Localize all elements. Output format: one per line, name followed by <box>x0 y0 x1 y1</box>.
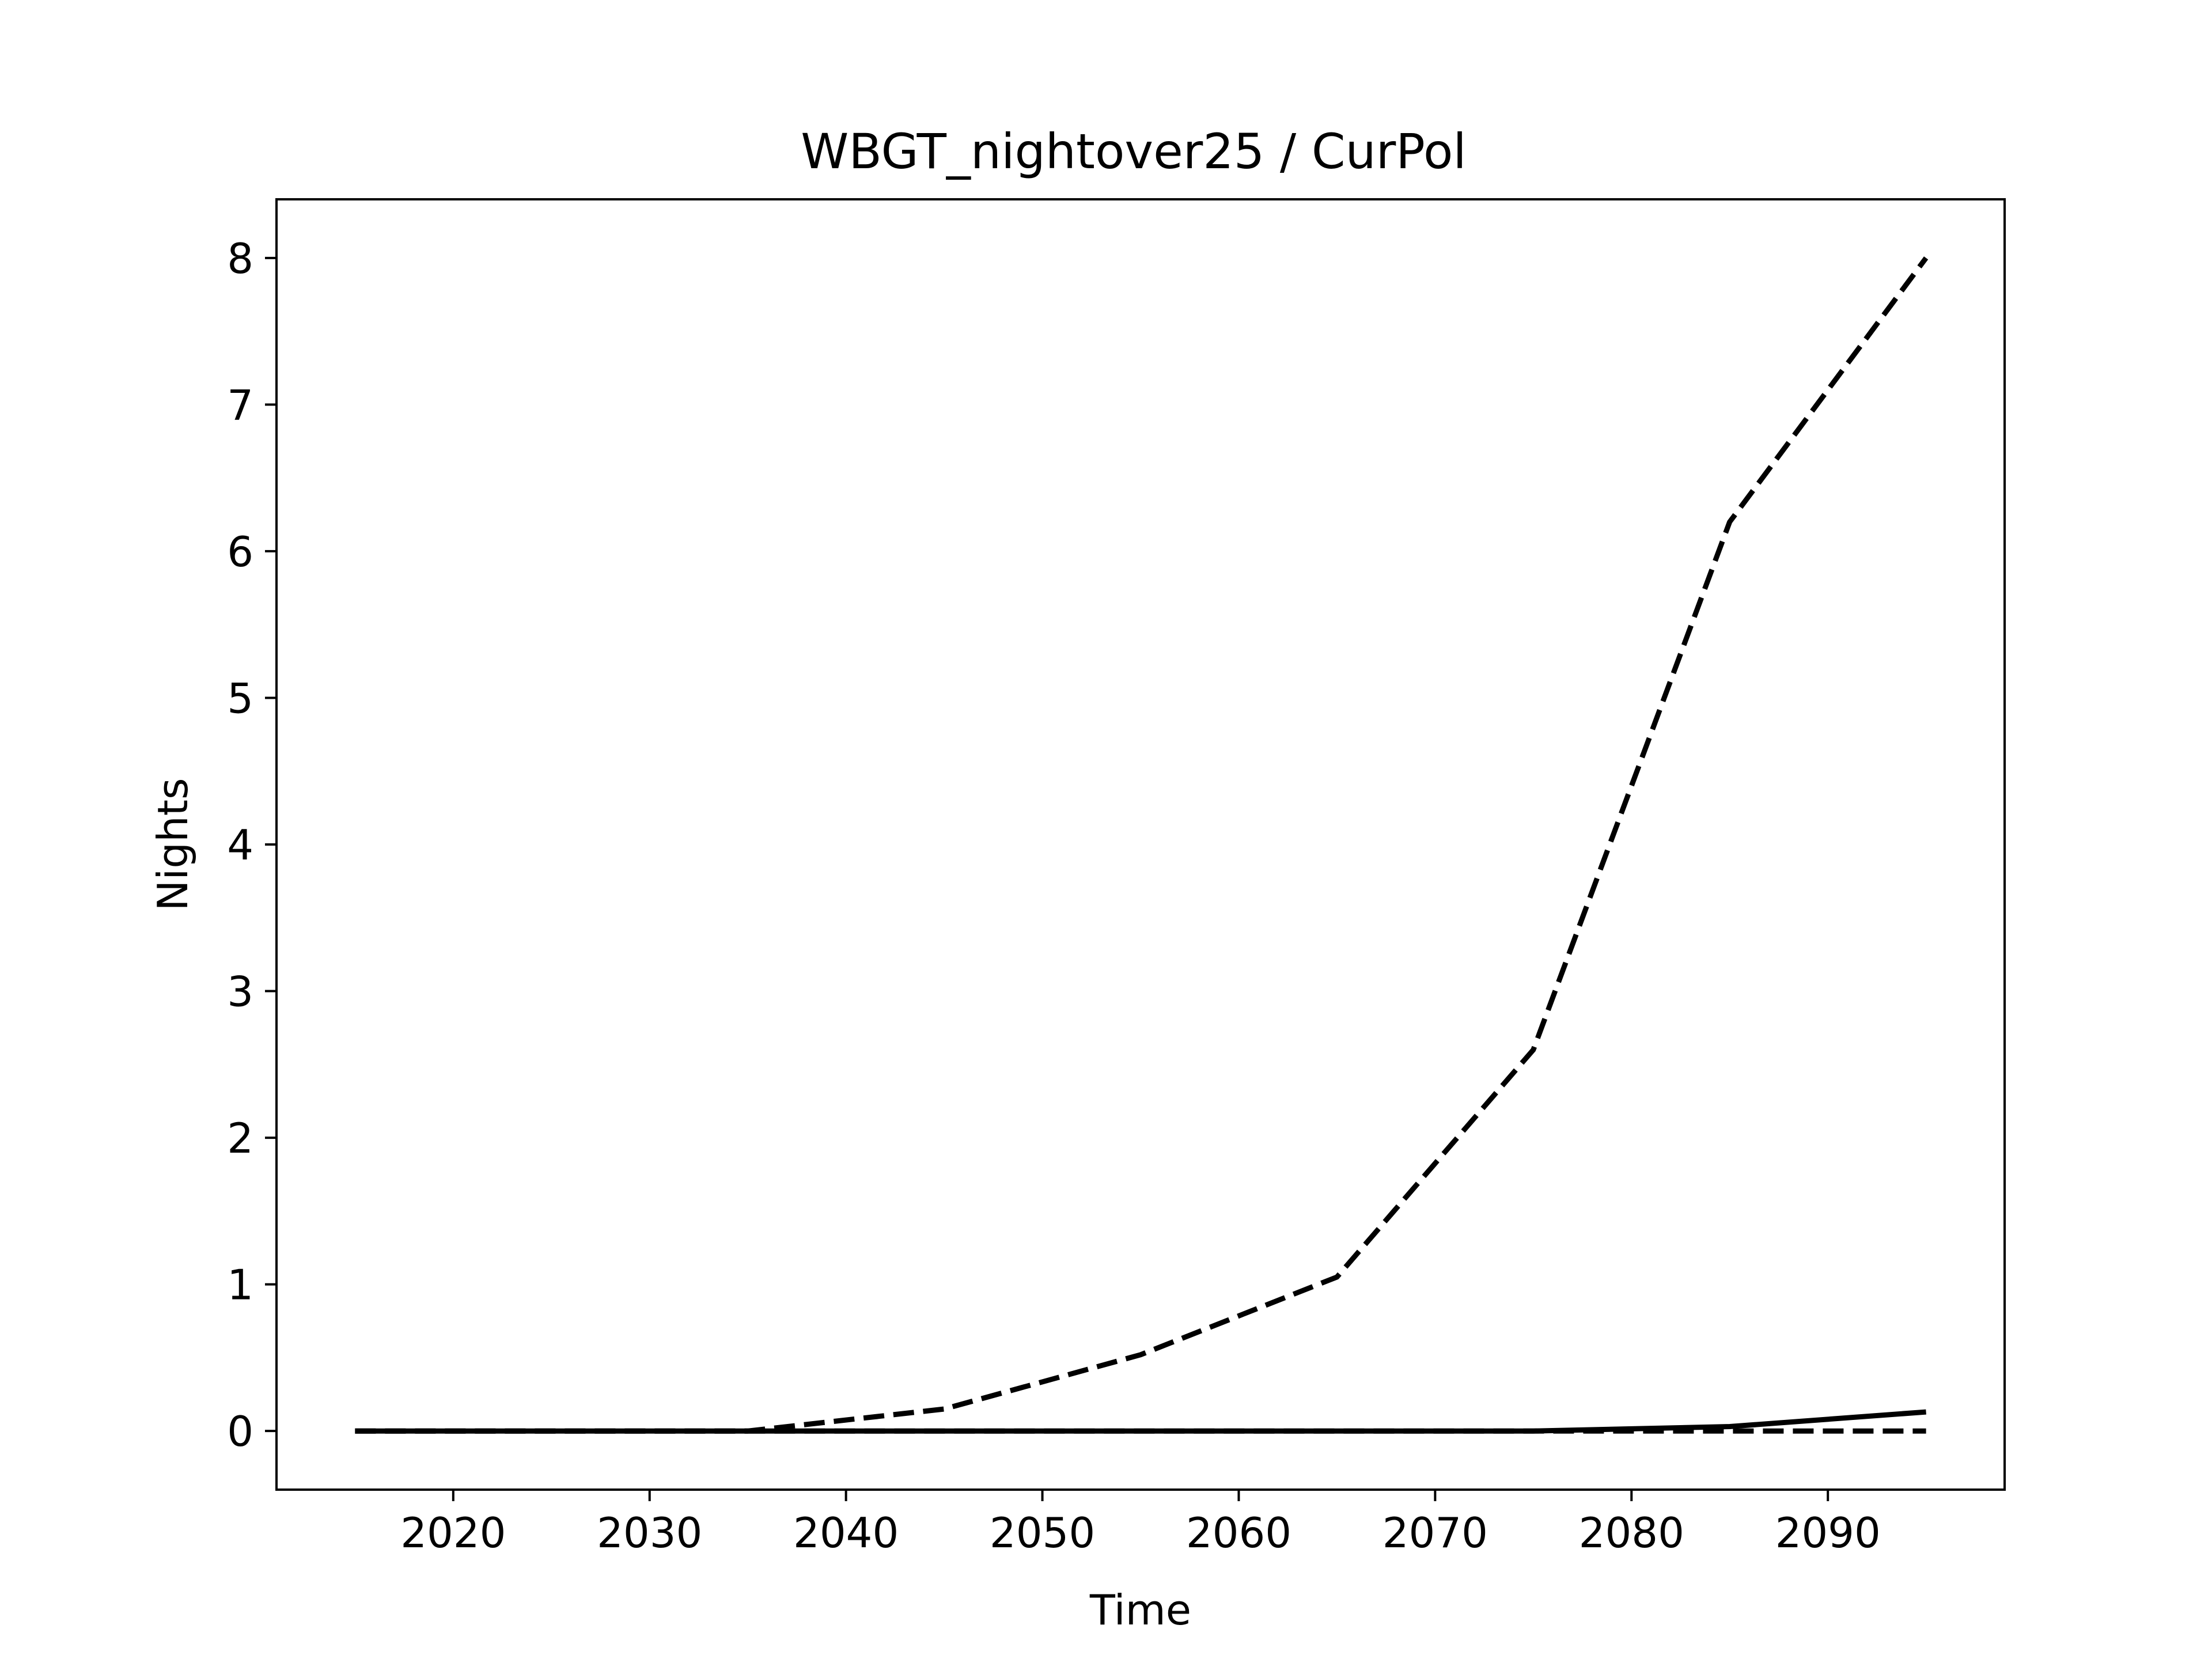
x-tick-label: 2090 <box>1775 1509 1881 1557</box>
chart-title: WBGT_nightover25 / CurPol <box>801 123 1466 180</box>
y-tick-label: 1 <box>227 1261 253 1309</box>
y-tick-label: 8 <box>227 234 253 283</box>
x-tick-label: 2030 <box>597 1509 702 1557</box>
ticks-layer: 2020 2030 2040 2050 2060 2070 2080 2090 0 1 2 3 4 5 6 7… <box>227 234 1881 1557</box>
y-tick-label: 0 <box>227 1407 253 1456</box>
series-line-3 <box>355 1409 1926 1434</box>
x-tick-label: 2070 <box>1382 1509 1488 1557</box>
y-tick-label: 5 <box>227 674 253 722</box>
y-tick-label: 6 <box>227 528 253 576</box>
y-tick-label: 4 <box>227 821 253 869</box>
x-tick-label: 2040 <box>793 1509 899 1557</box>
series-line-1 <box>355 256 1929 1434</box>
y-tick-label: 2 <box>227 1114 253 1162</box>
x-axis-label: Time <box>1089 1586 1191 1634</box>
x-tick-label: 2080 <box>1579 1509 1684 1557</box>
y-tick-label: 3 <box>227 968 253 1016</box>
x-tick-label: 2020 <box>400 1509 506 1557</box>
series-layer <box>355 256 1929 1434</box>
plot-frame <box>275 198 2006 1491</box>
x-tick-label: 2060 <box>1186 1509 1291 1557</box>
y-tick-label: 7 <box>227 381 253 429</box>
x-tick-label: 2050 <box>990 1509 1095 1557</box>
y-axis-label: Nights <box>149 778 197 911</box>
